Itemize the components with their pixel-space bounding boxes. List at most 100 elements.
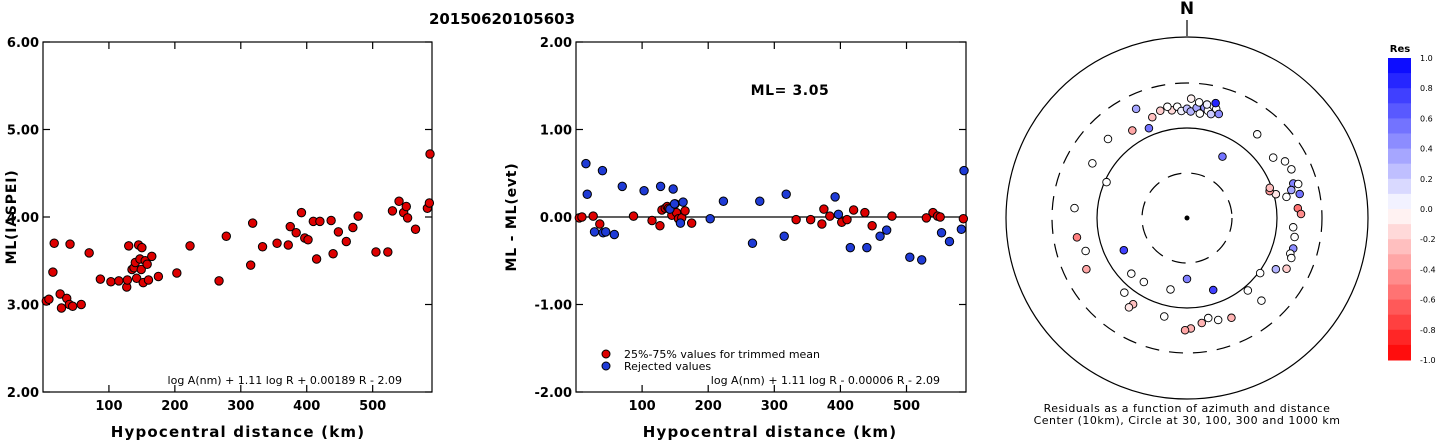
colorbar-tick-label: 0.0 <box>1420 205 1433 214</box>
left-plot-frame <box>42 41 433 393</box>
left-xtick-label: 200 <box>161 399 188 414</box>
polar-point <box>1282 192 1291 202</box>
left-point <box>172 268 182 278</box>
left-point <box>394 196 404 206</box>
polar-point <box>1124 303 1134 312</box>
left-point <box>353 211 363 221</box>
left-point <box>56 303 67 313</box>
colorbar-title: Res <box>1390 44 1410 55</box>
middle-point-s0 <box>647 215 657 226</box>
colorbar-cell <box>1388 193 1411 210</box>
colorbar-cell <box>1388 73 1411 89</box>
left-point <box>410 224 421 234</box>
polar-point <box>1156 106 1165 116</box>
middle-xlabel: Hypocentral distance (km) <box>643 423 898 441</box>
middle-point-s1 <box>718 196 729 206</box>
colorbar-cell <box>1388 329 1411 346</box>
polar-point <box>1128 126 1137 135</box>
colorbar-tick-label: 0.8 <box>1420 84 1433 93</box>
middle-point-s0 <box>805 214 816 225</box>
polar-point <box>1287 253 1296 263</box>
middle-xtick-label: 400 <box>827 399 854 414</box>
left-point <box>328 249 338 259</box>
left-point <box>136 264 146 275</box>
left-xtick-label: 300 <box>227 399 254 414</box>
polar-points <box>1070 94 1306 335</box>
middle-point-s0 <box>680 206 690 216</box>
middle-formula: log A(nm) + 1.11 log R - 0.00006 R - 2.0… <box>711 374 940 387</box>
left-point <box>247 218 258 228</box>
left-point <box>424 198 435 208</box>
left-point <box>131 273 142 283</box>
middle-point-s0 <box>860 207 870 218</box>
middle-ytick-label: 0.00 <box>540 211 572 226</box>
middle-point-s1 <box>905 252 915 262</box>
middle-point-s1 <box>917 255 927 265</box>
middle-point-s0 <box>577 212 587 222</box>
colorbar-cell <box>1388 178 1411 195</box>
colorbar-cell <box>1388 58 1411 74</box>
colorbar: Res 1.0 0.8 0.6 0.4 0.2 0.0 -0.2 -0.4 -0.6 -0.8 -1… <box>1388 44 1436 365</box>
polar-point <box>1072 233 1082 242</box>
colorbar-cells <box>1388 58 1411 361</box>
middle-point-s1 <box>830 192 840 202</box>
polar-point <box>1213 315 1223 325</box>
center-dot <box>1184 215 1190 221</box>
middle-point-s0 <box>819 204 829 214</box>
polar-point <box>1211 98 1220 108</box>
left-xtick-label: 400 <box>293 399 320 414</box>
middle-ylabel: ML - ML(evt) <box>504 163 520 272</box>
polar-caption-line1: Residuals as a function of azimuth and d… <box>1044 402 1331 415</box>
colorbar-tick-label: 0.6 <box>1420 114 1433 123</box>
middle-point-s0 <box>842 214 852 225</box>
middle-point-s1 <box>609 229 620 240</box>
left-point <box>124 241 134 251</box>
polar-point <box>1280 157 1290 166</box>
colorbar-cell <box>1388 163 1411 180</box>
legend-marker-trimmed <box>601 349 611 359</box>
left-point <box>283 240 293 250</box>
middle-plot: -2.00 -1.00 0.00 1.00 2.00 100 200 300 400 500 M… <box>504 36 969 441</box>
polar-point <box>1252 130 1262 139</box>
polar-point <box>1293 179 1303 189</box>
middle-point-s0 <box>887 211 897 221</box>
ring-1000km <box>1005 36 1369 400</box>
middle-point-s0 <box>817 219 827 229</box>
left-point <box>402 213 413 223</box>
left-point <box>122 275 133 285</box>
polar-point <box>1139 277 1149 287</box>
left-ytick-label: 5.00 <box>7 124 39 139</box>
middle-point-s0 <box>935 212 945 222</box>
colorbar-cell <box>1388 344 1411 361</box>
left-point <box>67 301 78 311</box>
middle-point-s1 <box>582 189 592 199</box>
left-point <box>296 207 307 218</box>
colorbar-cell <box>1388 133 1411 150</box>
middle-ytick-label: 2.00 <box>540 36 572 51</box>
polar-point <box>1182 274 1192 284</box>
colorbar-cell <box>1388 314 1411 331</box>
middle-xtick-label: 200 <box>695 399 722 414</box>
colorbar-ticks: 1.0 0.8 0.6 0.4 0.2 0.0 -0.2 -0.4 -0.6 -0.8 -1.0 <box>1420 54 1436 365</box>
left-point <box>142 259 152 269</box>
middle-point-s1 <box>862 242 872 253</box>
left-ytick-label: 6.00 <box>7 36 39 51</box>
colorbar-cell <box>1388 239 1411 255</box>
middle-point-s1 <box>705 214 715 224</box>
middle-point-s1 <box>936 228 947 238</box>
middle-point-s1 <box>755 196 765 206</box>
colorbar-tick-label: -0.2 <box>1420 235 1436 244</box>
polar-point <box>1127 269 1136 278</box>
colorbar-cell <box>1388 284 1411 301</box>
polar-point <box>1208 285 1218 295</box>
middle-point-s1 <box>617 181 627 192</box>
left-point <box>311 254 322 264</box>
left-formula: log A(nm) + 1.11 log R + 0.00189 R - 2.0… <box>168 374 402 387</box>
left-point <box>245 260 256 270</box>
polar-caption-line2: Center (10km), Circle at 30, 100, 300 an… <box>1034 414 1341 427</box>
middle-point-s0 <box>686 218 697 228</box>
left-point <box>147 251 157 262</box>
polar-point <box>1102 177 1111 187</box>
middle-point-s1 <box>589 227 600 237</box>
